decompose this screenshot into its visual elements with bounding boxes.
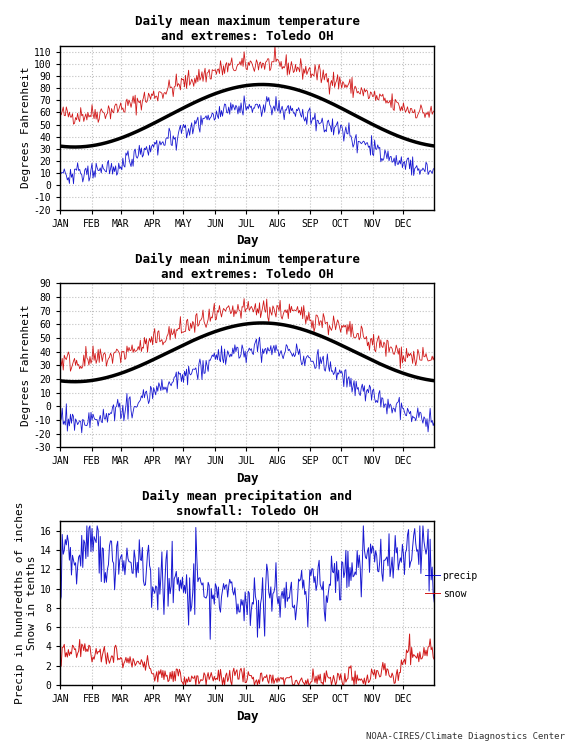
precip [207, 635, 214, 644]
precip [415, 560, 422, 569]
precip [84, 522, 90, 530]
snow [56, 654, 63, 663]
precip [210, 591, 217, 600]
snow [209, 673, 216, 682]
Y-axis label: Degrees Fahrenheit: Degrees Fahrenheit [21, 305, 31, 426]
Legend: precip, snow: precip, snow [421, 567, 482, 603]
snow [415, 657, 422, 666]
snow [431, 655, 438, 664]
Line: precip: precip [60, 526, 434, 639]
precip [161, 610, 168, 619]
Title: Daily mean maximum temperature
and extremes: Toledo OH: Daily mean maximum temperature and extre… [135, 15, 359, 43]
Line: snow: snow [60, 634, 434, 685]
X-axis label: Day: Day [236, 709, 259, 723]
Y-axis label: Degrees Fahrenheit: Degrees Fahrenheit [21, 67, 31, 188]
snow [136, 659, 143, 668]
snow [406, 630, 413, 638]
snow [207, 672, 214, 681]
X-axis label: Day: Day [236, 234, 259, 247]
precip [380, 577, 386, 586]
snow [378, 665, 385, 673]
precip [56, 597, 63, 606]
precip [431, 597, 438, 606]
snow [160, 666, 166, 675]
Y-axis label: Precip in hundredths of inches
Snow in tenths: Precip in hundredths of inches Snow in t… [15, 501, 37, 704]
snow [180, 680, 187, 689]
Text: NOAA-CIRES/Climate Diagnostics Center: NOAA-CIRES/Climate Diagnostics Center [366, 732, 564, 741]
Title: Daily mean minimum temperature
and extremes: Toledo OH: Daily mean minimum temperature and extre… [135, 253, 359, 281]
precip [208, 584, 215, 593]
X-axis label: Day: Day [236, 472, 259, 485]
Title: Daily mean precipitation and
snowfall: Toledo OH: Daily mean precipitation and snowfall: T… [142, 490, 352, 519]
precip [137, 555, 144, 564]
